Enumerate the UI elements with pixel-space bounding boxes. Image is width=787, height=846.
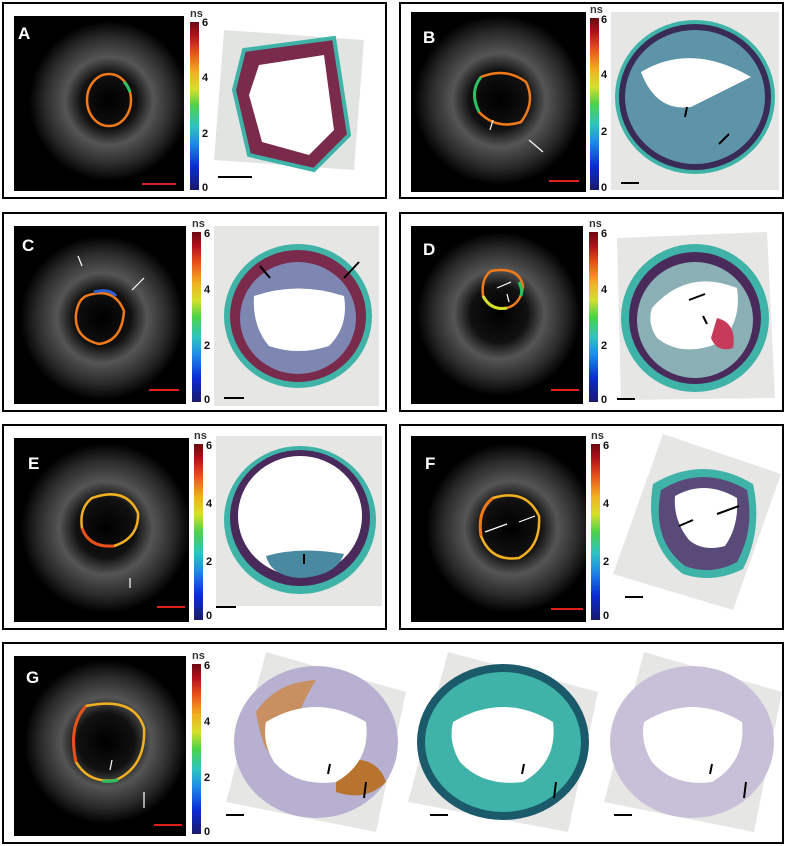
histology-image-f: [613, 434, 781, 610]
panel-b: B ns 6 4 2 0: [399, 2, 784, 199]
colorbar-unit-a: ns: [190, 8, 203, 20]
histology-image-d: [607, 228, 779, 404]
histology-scalebar-g2: [430, 814, 448, 816]
ivus-scalebar-g: [154, 824, 182, 826]
ivus-image-e: E: [14, 438, 189, 622]
colorbar-tick-0: 0: [204, 826, 211, 838]
colorbar-unit-f: ns: [591, 430, 604, 442]
panel-letter-f: F: [425, 454, 436, 473]
panel-letter-d: D: [423, 240, 436, 259]
ivus-image-g: G: [14, 656, 186, 836]
histology-scalebar-d: [617, 398, 635, 400]
colorbar-tick-2: 2: [204, 340, 211, 352]
colorbar-tick-0: 0: [206, 610, 213, 622]
panel-letter-b: B: [423, 28, 436, 47]
histology-image-e: [216, 436, 382, 606]
colorbar-b: [590, 18, 599, 190]
histology-scalebar-a: [218, 176, 252, 178]
colorbar-tick-6: 6: [601, 14, 608, 26]
colorbar-tick-2: 2: [206, 556, 213, 568]
colorbar-unit-e: ns: [194, 430, 207, 442]
colorbar-tick-2: 2: [601, 340, 608, 352]
colorbar-tick-4: 4: [601, 284, 608, 296]
panel-a: A ns 6 4 2 0: [2, 2, 387, 199]
colorbar-tick-6: 6: [206, 440, 213, 452]
colorbar-tick-6: 6: [601, 228, 608, 240]
ivus-image-d: D: [411, 226, 583, 404]
histology-image-c: [214, 226, 379, 406]
colorbar-unit-d: ns: [589, 218, 602, 230]
colorbar-tick-2: 2: [601, 126, 608, 138]
histology-scalebar-g1: [226, 814, 244, 816]
colorbar-tick-4: 4: [603, 498, 610, 510]
colorbar-a: [190, 22, 199, 190]
colorbar-g: [192, 664, 201, 834]
colorbar-e: [194, 444, 203, 620]
colorbar-unit-c: ns: [192, 218, 205, 230]
ivus-image-c: C: [14, 226, 186, 404]
colorbar-tick-0: 0: [601, 182, 608, 194]
colorbar-tick-0: 0: [601, 394, 608, 406]
colorbar-tick-4: 4: [206, 498, 213, 510]
panel-letter-a: A: [18, 24, 31, 43]
ivus-image-b: B: [411, 12, 586, 192]
panel-g: G ns 6 4 2 0: [2, 642, 784, 844]
colorbar-d: [589, 232, 598, 402]
colorbar-tick-6: 6: [204, 660, 211, 672]
ivus-scalebar-f: [551, 608, 583, 610]
histology-trichrome-image: [408, 652, 598, 832]
panel-letter-g: G: [26, 668, 40, 687]
histology-scalebar-e: [216, 606, 236, 608]
colorbar-tick-2: 2: [202, 128, 209, 140]
ivus-scalebar-b: [549, 180, 579, 182]
ivus-scalebar-c: [149, 389, 179, 391]
histology-scalebar-f: [625, 596, 643, 598]
colorbar-tick-2: 2: [204, 772, 211, 784]
panel-letter-e: E: [28, 454, 40, 473]
colorbar-f: [591, 444, 600, 620]
histology-scalebar-b: [621, 182, 639, 184]
colorbar-unit-g: ns: [192, 650, 205, 662]
ivus-scalebar-a: [142, 183, 176, 185]
colorbar-c: [192, 232, 201, 402]
histology-scalebar-g3: [614, 814, 632, 816]
ivus-scalebar-e: [157, 606, 185, 608]
panel-letter-c: C: [22, 236, 35, 255]
colorbar-tick-4: 4: [202, 72, 209, 84]
panel-d: D ns 6 4 2 0: [399, 212, 784, 412]
panel-f: F ns 6 4 2 0: [399, 424, 784, 630]
ivus-image-a: A: [14, 16, 184, 191]
histology-image-b: [611, 12, 779, 190]
histology-scalebar-c: [224, 397, 244, 399]
colorbar-tick-4: 4: [204, 284, 211, 296]
colorbar-tick-2: 2: [603, 556, 610, 568]
colorbar-tick-0: 0: [202, 182, 209, 194]
colorbar-tick-0: 0: [603, 610, 610, 622]
histology-ihc-image-1: [226, 652, 406, 832]
colorbar-tick-6: 6: [603, 440, 610, 452]
ivus-image-f: F: [411, 436, 586, 622]
panel-e: E ns 6 4 2 0: [2, 424, 387, 630]
histology-ihc-image-2: [604, 652, 782, 832]
colorbar-tick-4: 4: [601, 69, 608, 81]
panel-c: C ns 6 4 2 0: [2, 212, 387, 412]
colorbar-unit-b: ns: [590, 4, 603, 16]
ivus-scalebar-d: [551, 389, 579, 391]
colorbar-tick-6: 6: [204, 228, 211, 240]
colorbar-tick-4: 4: [204, 716, 211, 728]
histology-image-a: [204, 20, 379, 180]
colorbar-tick-6: 6: [202, 17, 209, 29]
colorbar-tick-0: 0: [204, 394, 211, 406]
